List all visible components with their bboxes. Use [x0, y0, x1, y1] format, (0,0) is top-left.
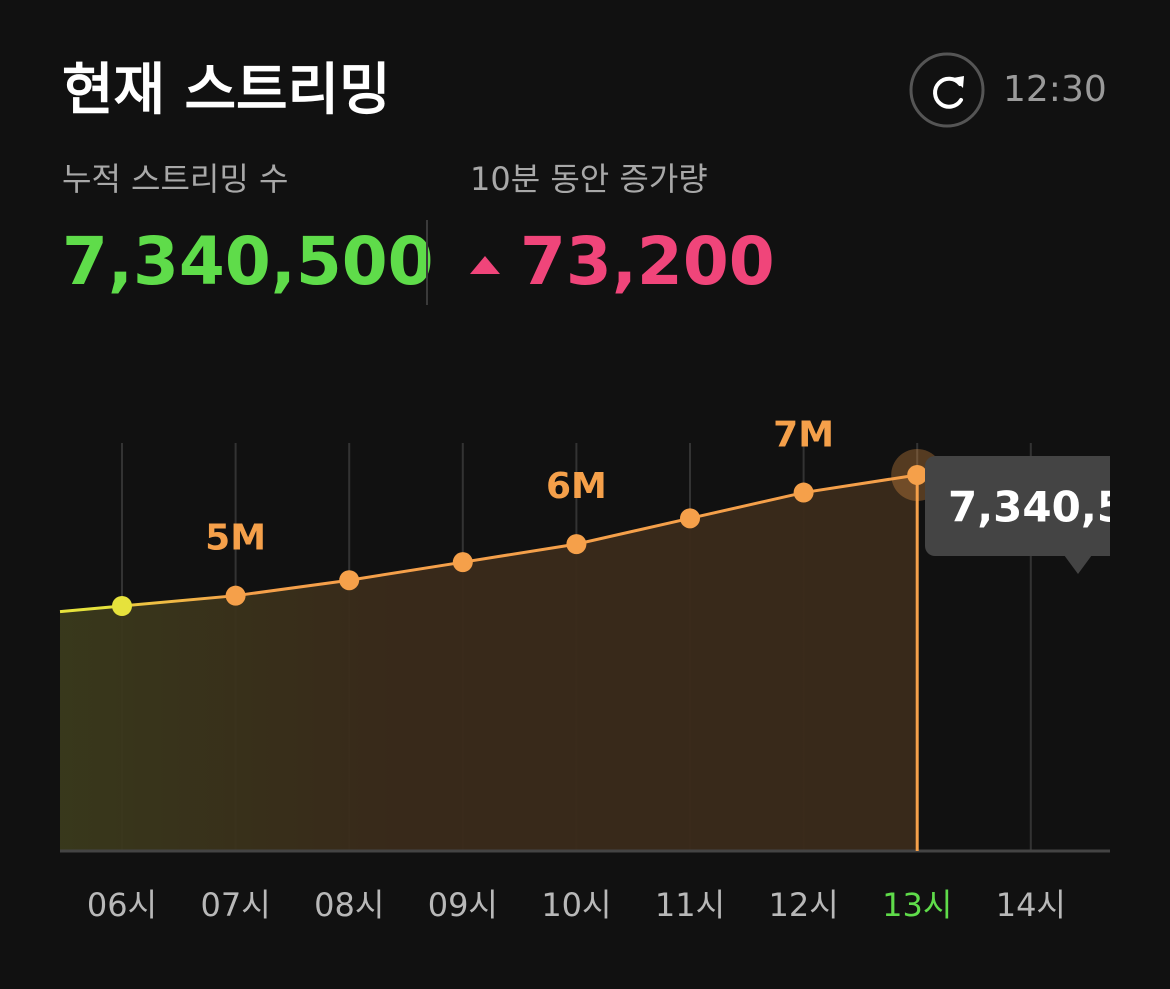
point	[907, 465, 928, 485]
value-label: 7M	[773, 415, 834, 456]
line-lead	[59, 604, 123, 614]
stat-label: 10분 동안 증가량	[470, 160, 708, 198]
stat-value: 7,340,500	[62, 223, 434, 300]
point	[680, 508, 700, 529]
up-arrow	[470, 256, 500, 274]
value-label: 5M	[205, 518, 266, 559]
point	[225, 585, 246, 606]
chart: 5M 6M 7M 06시 07시 08시 09시 10시 11시 12시 13시 14시 7,340,5…	[59, 415, 1170, 924]
tooltip-pointer	[1064, 555, 1092, 574]
x-tick-label: 08시	[314, 886, 384, 924]
refresh-button[interactable]	[909, 52, 985, 128]
stats: 누적 스트리밍 수 7,340,500 10분 동안 증가량 73,200	[62, 160, 775, 300]
point	[339, 570, 360, 591]
x-tick-label: 06시	[87, 886, 157, 924]
area-fill	[60, 475, 918, 851]
x-tick-label: 10시	[541, 886, 611, 924]
title: 현재 스트리밍	[62, 58, 391, 123]
refresh-arrow[interactable]	[953, 76, 964, 88]
x-tick-label: 11시	[655, 886, 725, 924]
value-label: 6M	[546, 466, 607, 507]
point	[566, 534, 587, 555]
point	[112, 596, 132, 616]
x-tick-label: 09시	[428, 886, 498, 924]
refresh-icon[interactable]	[933, 76, 963, 109]
x-tick-label: 13시	[882, 886, 952, 924]
point	[793, 482, 814, 503]
x-tick-label: 07시	[201, 886, 271, 924]
time: 12:30	[1003, 69, 1107, 110]
tooltip-box	[925, 456, 1110, 556]
stat-label: 누적 스트리밍 수	[62, 160, 288, 198]
tooltip-text: 7,340,500	[948, 483, 1170, 532]
x-tick-label: 12시	[769, 886, 839, 924]
refresh-ring[interactable]	[909, 52, 985, 128]
point	[452, 552, 473, 573]
stat-value: 73,200	[520, 223, 775, 300]
x-tick-label: 14시	[996, 886, 1066, 924]
line	[121, 473, 918, 608]
tooltip: 7,340,500	[925, 456, 1170, 574]
